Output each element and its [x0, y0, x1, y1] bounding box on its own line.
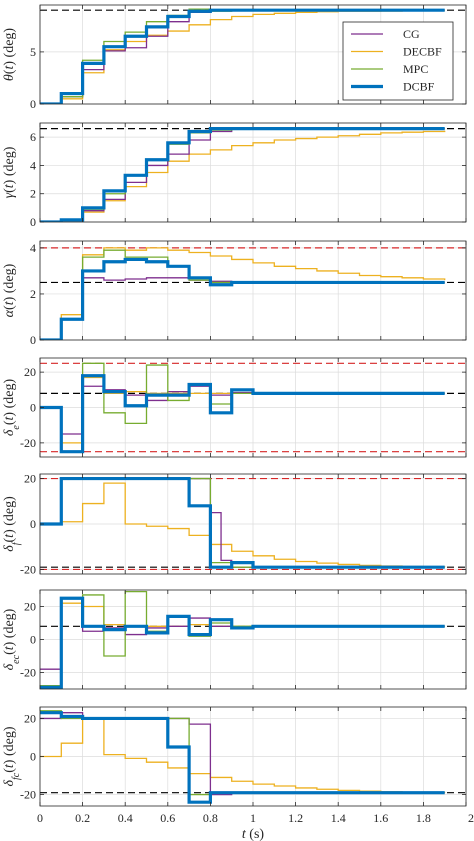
- y-tick-label: 0: [30, 633, 36, 647]
- x-tick-label: 1.4: [331, 811, 346, 825]
- series-line-dcbf: [40, 711, 445, 804]
- legend-entry-label: DECBF: [403, 45, 442, 59]
- y-tick-label: -20: [20, 666, 36, 680]
- legend-entry-label: DCBF: [403, 80, 435, 94]
- y-tick-label: -20: [20, 562, 36, 576]
- x-tick-label: 2: [468, 811, 474, 825]
- y-tick-label: 20: [24, 711, 36, 725]
- x-tick-label: 0.8: [203, 811, 218, 825]
- y-axis-label: δec(t) (deg): [2, 608, 22, 670]
- y-tick-label: 20: [24, 472, 36, 486]
- y-tick-label: 20: [24, 600, 36, 614]
- y-tick-label: 0: [30, 97, 36, 111]
- legend-entry-label: CG: [403, 27, 420, 41]
- x-tick-label: 1: [250, 811, 256, 825]
- series-line-dcbf: [40, 257, 445, 340]
- x-tick-label: 1.6: [373, 811, 388, 825]
- y-tick-label: -20: [20, 788, 36, 802]
- y-tick-label: 5: [30, 45, 36, 59]
- x-axis-label: t (s): [242, 827, 265, 841]
- series-line-dcbf: [40, 596, 445, 689]
- y-axis-label: α(t) (deg): [2, 263, 17, 317]
- y-tick-label: -20: [20, 436, 36, 450]
- y-tick-label: 0: [30, 401, 36, 415]
- legend-entry-label: MPC: [403, 62, 428, 76]
- y-tick-label: 0: [30, 215, 36, 229]
- x-tick-label: 0.6: [160, 811, 175, 825]
- y-tick-label: 20: [24, 365, 36, 379]
- y-tick-label: 6: [30, 130, 36, 144]
- series-line-dcbf: [40, 8, 445, 104]
- y-tick-label: 0: [30, 333, 36, 347]
- x-tick-label: 1.8: [416, 811, 431, 825]
- panel-2: 0 2 4 6 γ(t) (deg): [2, 122, 467, 229]
- y-axis-label: δe(t) (deg): [2, 379, 22, 437]
- y-tick-label: 2: [30, 287, 36, 301]
- x-tick-label: 1.2: [288, 811, 303, 825]
- y-tick-label: 0: [30, 517, 36, 531]
- series-line-dcbf: [40, 476, 445, 569]
- panel-3: 0 2 4 α(t) (deg): [2, 240, 467, 347]
- y-axis-label: δfc(t) (deg): [2, 726, 22, 786]
- x-tick-label: 0.4: [118, 811, 133, 825]
- y-tick-label: 0: [30, 750, 36, 764]
- series-line-decbf: [40, 130, 446, 222]
- y-tick-label: 2: [30, 187, 36, 201]
- x-tick-label: 0.2: [75, 811, 90, 825]
- series-line-dcbf: [40, 374, 445, 454]
- y-axis-label: θ(t) (deg): [2, 28, 17, 81]
- y-axis-label: δf(t) (deg): [2, 496, 22, 552]
- y-tick-label: 4: [30, 241, 36, 255]
- x-tick-label: 0: [37, 811, 43, 825]
- y-tick-label: 4: [30, 158, 36, 172]
- legend: CG DECBF MPC DCBF: [342, 21, 454, 101]
- y-axis-label: γ(t) (deg): [2, 146, 17, 198]
- series-line-decbf: [40, 247, 446, 340]
